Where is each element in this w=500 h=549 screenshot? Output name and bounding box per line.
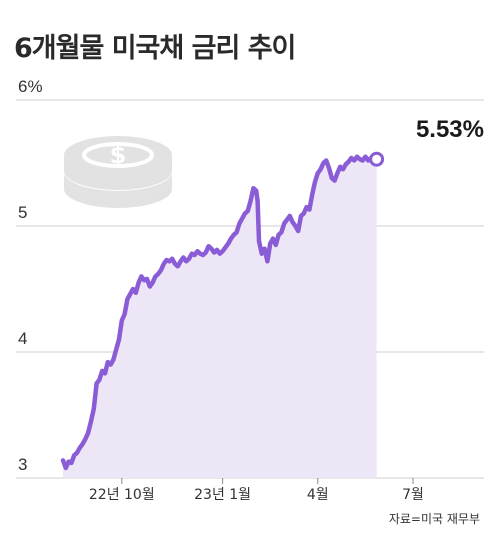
- coin-stack-dollar-icon: $: [64, 136, 172, 208]
- source-note: 자료=미국 재무부: [389, 512, 480, 526]
- xtick-label-0: 22년 10월: [89, 487, 155, 503]
- ytick-label-3: 6%: [18, 77, 43, 96]
- ytick-label-1: 4: [18, 329, 27, 348]
- xtick-label-3: 7월: [402, 487, 424, 503]
- ytick-label-0: 3: [18, 455, 27, 474]
- end-point-marker: [369, 151, 385, 167]
- xtick-label-1: 23년 1월: [194, 487, 251, 503]
- series-area: [63, 156, 377, 478]
- svg-text:$: $: [110, 141, 127, 169]
- series-line: [60, 154, 379, 471]
- ytick-label-2: 5: [18, 203, 27, 222]
- xtick-label-2: 4월: [307, 487, 329, 503]
- end-value-label: 5.53%: [416, 116, 484, 143]
- chart-title: 6개월물 미국채 금리 추이: [14, 33, 296, 64]
